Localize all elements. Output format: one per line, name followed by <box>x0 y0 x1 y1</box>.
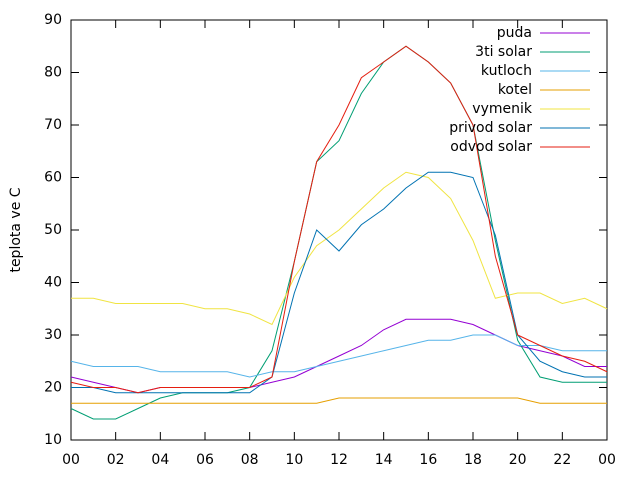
x-tick-label: 08 <box>241 452 259 468</box>
y-tick-label: 70 <box>44 117 62 133</box>
y-tick-label: 20 <box>44 380 62 396</box>
y-tick-label: 40 <box>44 275 62 291</box>
x-tick-label: 04 <box>151 452 169 468</box>
legend-label: privod solar <box>449 120 532 136</box>
x-tick-label: 16 <box>419 452 437 468</box>
y-tick-label: 80 <box>44 65 62 81</box>
legend-label: vymenik <box>472 101 533 117</box>
x-tick-label: 02 <box>107 452 125 468</box>
legend-label: 3ti solar <box>475 44 532 60</box>
x-tick-label: 12 <box>330 452 348 468</box>
y-tick-label: 90 <box>44 12 62 28</box>
legend-label: puda <box>497 25 532 41</box>
x-tick-label: 10 <box>285 452 303 468</box>
x-tick-label: 00 <box>598 452 616 468</box>
x-tick-label: 22 <box>553 452 571 468</box>
data-line <box>70 45 608 394</box>
plot-frame <box>70 19 608 441</box>
x-tick-label: 14 <box>375 452 393 468</box>
x-tick-label: 18 <box>464 452 482 468</box>
data-line <box>70 334 607 378</box>
x-tick-label: 00 <box>62 452 80 468</box>
data-line <box>70 318 607 394</box>
x-tick-label: 06 <box>196 452 214 468</box>
legend-label: kotel <box>498 82 532 98</box>
y-tick-label: 10 <box>44 432 62 448</box>
y-tick-label: 30 <box>44 327 62 343</box>
legend-label: odvod solar <box>450 139 532 155</box>
data-line <box>71 171 608 326</box>
legend-label: kutloch <box>481 63 532 79</box>
data-line <box>70 45 607 420</box>
data-line <box>71 397 607 404</box>
y-axis-label: teplota ve C <box>8 187 24 272</box>
x-tick-label: 20 <box>509 452 527 468</box>
y-tick-label: 50 <box>44 222 62 238</box>
y-tick-label: 60 <box>44 170 62 186</box>
data-line <box>71 171 607 394</box>
